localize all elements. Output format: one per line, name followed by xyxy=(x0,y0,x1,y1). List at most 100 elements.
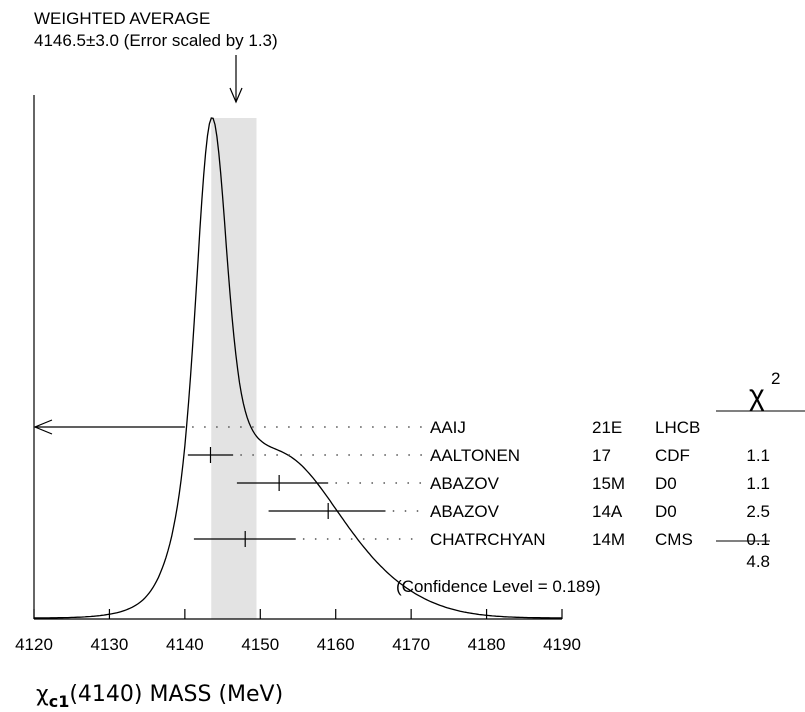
leader-dot xyxy=(383,482,386,484)
leader-dot xyxy=(404,510,407,512)
measurement-chi2: 1.1 xyxy=(746,446,770,465)
measurement-experiment: CMS xyxy=(655,530,693,549)
leader-dot xyxy=(350,538,353,540)
leader-dot xyxy=(392,510,395,512)
leader-dot xyxy=(276,454,278,456)
leader-dot xyxy=(240,454,243,456)
leader-dot xyxy=(302,538,305,540)
leader-dot xyxy=(372,454,374,456)
measurement-author: AAIJ xyxy=(430,418,466,437)
leader-dot xyxy=(396,426,398,428)
x-tick-label: 4150 xyxy=(241,635,279,654)
offscale-arrow xyxy=(33,419,53,435)
x-tick-label: 4140 xyxy=(166,635,204,654)
leader-dot xyxy=(300,454,302,456)
leader-dot xyxy=(396,454,398,456)
leader-dot xyxy=(384,454,386,456)
measurement-author: AALTONEN xyxy=(430,446,520,465)
measurement-chi2: 1.1 xyxy=(746,474,770,493)
leader-dot xyxy=(276,426,278,428)
measurement-year: 14M xyxy=(592,530,625,549)
x-tick-label: 4130 xyxy=(91,635,129,654)
x-axis-title-chi: χ xyxy=(36,682,49,707)
x-axis-title-sub: c1 xyxy=(49,692,70,711)
measurement-experiment: D0 xyxy=(655,474,677,493)
leader-dot xyxy=(347,482,350,484)
leader-dot xyxy=(312,454,314,456)
leader-dot xyxy=(264,454,266,456)
leader-dot xyxy=(288,454,290,456)
leader-dot xyxy=(420,426,422,428)
leader-dot xyxy=(312,426,314,428)
measurements xyxy=(33,419,422,547)
leader-dot xyxy=(419,482,422,484)
leader-dot xyxy=(300,426,302,428)
leader-dot xyxy=(336,454,338,456)
leader-dot xyxy=(192,426,194,428)
leader-dot xyxy=(324,426,326,428)
measurement-chi2: 0.1 xyxy=(746,530,770,549)
confidence-level: (Confidence Level = 0.189) xyxy=(396,577,601,596)
leader-dot xyxy=(408,426,410,428)
leader-dot xyxy=(252,426,254,428)
average-arrow-head xyxy=(229,87,243,104)
leader-dot xyxy=(374,538,377,540)
leader-dot xyxy=(264,426,266,428)
leader-dot xyxy=(372,426,374,428)
leader-dot xyxy=(204,426,206,428)
leader-dot xyxy=(386,538,389,540)
measurement-author: ABAZOV xyxy=(430,502,500,521)
x-tick-label: 4180 xyxy=(468,635,506,654)
x-tick-label: 4120 xyxy=(15,635,53,654)
leader-dot xyxy=(359,482,362,484)
x-tick-label: 4170 xyxy=(392,635,430,654)
leader-dot xyxy=(336,426,338,428)
measurement-author: ABAZOV xyxy=(430,474,500,493)
measurement-author: CHATRCHYAN xyxy=(430,530,546,549)
leader-dot xyxy=(314,538,317,540)
leader-dot xyxy=(360,426,362,428)
leader-dot xyxy=(288,426,290,428)
ideogram-curve xyxy=(34,117,562,619)
x-ticks xyxy=(33,609,563,619)
leader-dot xyxy=(395,482,398,484)
leader-dot xyxy=(348,454,350,456)
leader-dot xyxy=(360,454,362,456)
leader-dot xyxy=(407,482,410,484)
leader-dot xyxy=(216,426,218,428)
measurement-chi2: 2.5 xyxy=(746,502,770,521)
leader-dot xyxy=(228,426,230,428)
measurement-year: 14A xyxy=(592,502,623,521)
measurement-year: 15M xyxy=(592,474,625,493)
measurement-experiment: CDF xyxy=(655,446,690,465)
measurement-year: 17 xyxy=(592,446,611,465)
measurement-rows: AAIJ 21E LHCB AALTONEN 17 CDF 1.1 ABAZOV 15M D0 1.… xyxy=(430,418,770,549)
leader-dot xyxy=(408,454,410,456)
header-line2: 4146.5±3.0 (Error scaled by 1.3) xyxy=(34,31,278,50)
measurement-experiment: D0 xyxy=(655,502,677,521)
leader-dot xyxy=(338,538,341,540)
chi2-superscript: 2 xyxy=(771,369,780,388)
x-axis-title-rest: (4140) MASS (MeV) xyxy=(69,682,283,707)
x-tick-label: 4160 xyxy=(317,635,355,654)
x-axis-title: χc1(4140) MASS (MeV) xyxy=(36,682,283,711)
x-tick-label: 4190 xyxy=(543,635,581,654)
leader-dot xyxy=(362,538,365,540)
weighted-average-band xyxy=(211,118,257,619)
leader-dot xyxy=(384,426,386,428)
leader-dot xyxy=(416,510,419,512)
measurement-year: 21E xyxy=(592,418,622,437)
leader-dot xyxy=(326,538,329,540)
leader-dot xyxy=(420,454,422,456)
leader-dot xyxy=(348,426,350,428)
leader-dot xyxy=(371,482,374,484)
leader-dot xyxy=(410,538,413,540)
header-line1: WEIGHTED AVERAGE xyxy=(34,9,210,28)
chi2-total: 4.8 xyxy=(746,552,770,571)
leader-dot xyxy=(324,454,326,456)
leader-dot xyxy=(252,454,255,456)
leader-dot xyxy=(335,482,338,484)
measurement-experiment: LHCB xyxy=(655,418,700,437)
leader-dot xyxy=(240,426,242,428)
